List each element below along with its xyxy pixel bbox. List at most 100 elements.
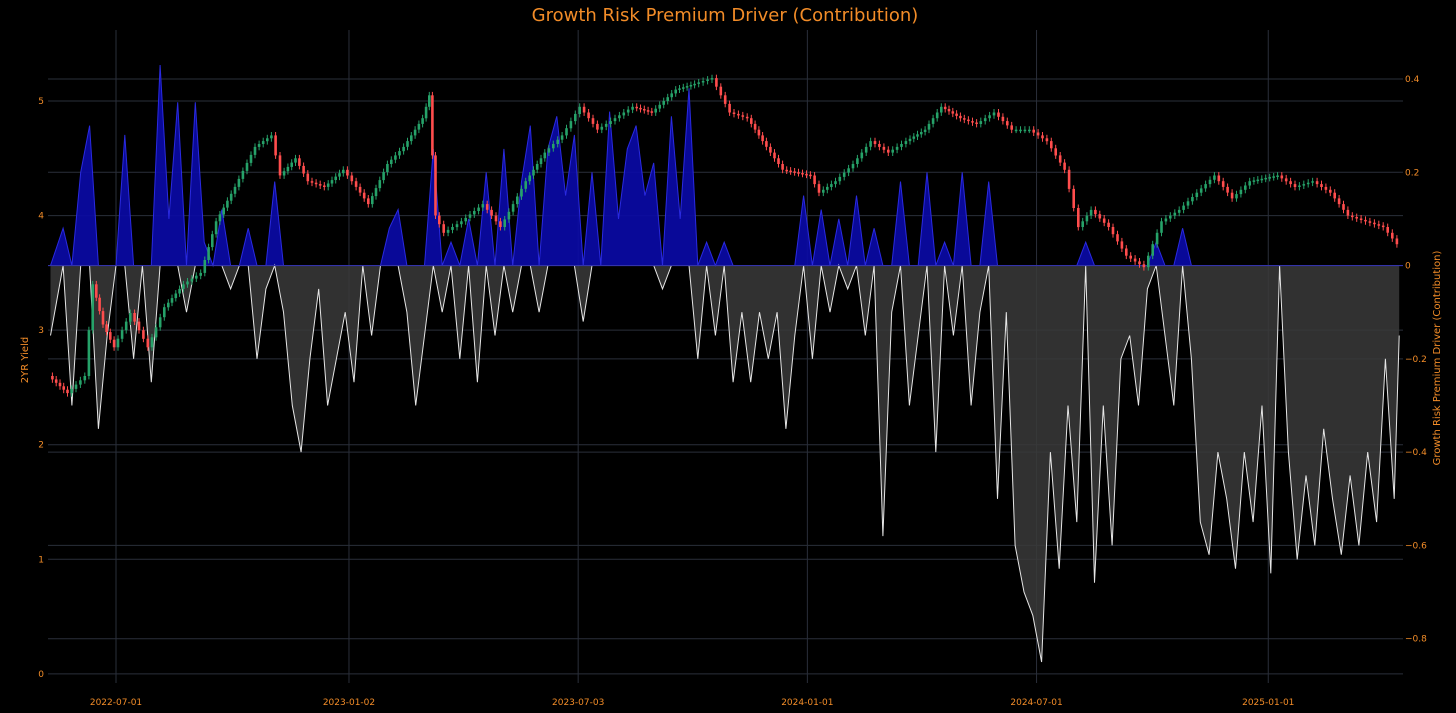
candle-body — [338, 173, 341, 177]
candle-body — [371, 196, 374, 205]
candle-body — [261, 141, 265, 144]
candle-body — [1276, 175, 1279, 177]
candle-body — [650, 111, 654, 113]
contribution-area — [48, 64, 1403, 663]
candle-body — [398, 151, 401, 156]
negative-area-fill — [50, 265, 1400, 662]
candle-body — [524, 181, 527, 189]
candle-body — [374, 188, 378, 197]
candle-body — [587, 112, 590, 119]
candle-body — [109, 332, 112, 340]
candle-body — [750, 118, 753, 124]
candle-body — [142, 330, 145, 339]
candle-body — [70, 388, 73, 394]
candle-body — [1381, 225, 1385, 228]
candle-body — [565, 128, 568, 136]
candle-body — [781, 164, 784, 170]
candle-body — [1054, 148, 1057, 156]
candle-body — [1028, 129, 1031, 132]
candle-body — [697, 82, 700, 84]
candle-body — [237, 178, 241, 187]
candle-body — [302, 165, 305, 174]
candle-body — [1045, 138, 1049, 142]
candle-body — [1306, 182, 1310, 185]
yield-candles — [51, 74, 1399, 397]
candle-body — [639, 107, 642, 110]
candle-body — [793, 171, 796, 173]
candle-body — [797, 172, 800, 174]
candle-body — [477, 207, 480, 211]
candle-body — [737, 113, 740, 116]
candle-body — [124, 321, 128, 331]
candle-body — [101, 311, 105, 325]
candle-body — [203, 260, 207, 273]
candle-body — [424, 106, 428, 119]
candle-body — [58, 382, 62, 387]
candle-body — [1213, 175, 1216, 180]
candle-body — [66, 389, 69, 394]
candle-body — [1346, 209, 1350, 216]
candle-body — [310, 181, 314, 183]
candle-body — [503, 219, 506, 227]
candle-body — [1199, 188, 1203, 193]
candle-body — [354, 181, 358, 187]
candle-body — [777, 158, 780, 164]
candle-body — [860, 152, 864, 159]
candle-body — [1302, 184, 1306, 186]
candle-body — [940, 106, 943, 113]
candle-body — [306, 173, 310, 182]
candle-body — [943, 106, 947, 110]
candle-body — [887, 149, 890, 153]
x-tick-label: 2024-07-01 — [1010, 698, 1062, 708]
candle-body — [1160, 221, 1163, 233]
candle-body — [789, 170, 792, 173]
candle-body — [428, 95, 431, 107]
candle-body — [1230, 192, 1234, 199]
candle-body — [662, 101, 665, 105]
candle-body — [51, 376, 54, 380]
candle-body — [927, 123, 931, 130]
candle-body — [955, 113, 958, 116]
negative-line — [50, 263, 1400, 663]
candle-body — [214, 221, 218, 235]
candle-body — [822, 189, 825, 193]
y-left-tick-label: 3 — [38, 326, 44, 336]
candle-body — [451, 227, 454, 230]
candle-body — [1337, 198, 1341, 205]
candle-body — [1151, 244, 1154, 256]
candle-body — [1182, 205, 1185, 210]
candle-body — [1298, 185, 1301, 187]
candle-body — [847, 168, 850, 173]
candle-body — [1111, 227, 1115, 235]
candle-body — [670, 93, 673, 98]
candle-body — [1226, 186, 1229, 193]
candle-body — [983, 118, 987, 122]
candle-body — [578, 106, 581, 114]
candle-body — [1244, 185, 1247, 190]
candle-body — [282, 171, 286, 176]
y-right-tick-label: −0.4 — [1405, 448, 1427, 458]
candle-body — [158, 317, 162, 328]
candle-body — [723, 95, 727, 104]
candle-body — [609, 121, 612, 124]
y-right-axis-title: Growth Risk Premium Driver (Contribution… — [1432, 251, 1443, 466]
candle-body — [560, 135, 564, 140]
y-left-tick-label: 4 — [38, 212, 44, 222]
candle-body — [1329, 189, 1332, 193]
candle-body — [253, 146, 257, 155]
candle-body — [318, 184, 322, 186]
candle-body — [916, 134, 919, 137]
candle-body — [732, 112, 736, 114]
candle-body — [174, 293, 178, 299]
candle-body — [785, 169, 788, 172]
candle-body — [809, 174, 812, 177]
candle-body — [1081, 221, 1084, 227]
candle-body — [830, 184, 833, 187]
candle-body — [1001, 116, 1005, 122]
y-left-axis: 0 1 2 3 4 5 — [38, 97, 44, 680]
candle-body — [1391, 232, 1394, 239]
candle-body — [62, 386, 65, 390]
candle-body — [947, 109, 951, 112]
candle-body — [591, 118, 595, 124]
candle-body — [1129, 255, 1132, 259]
